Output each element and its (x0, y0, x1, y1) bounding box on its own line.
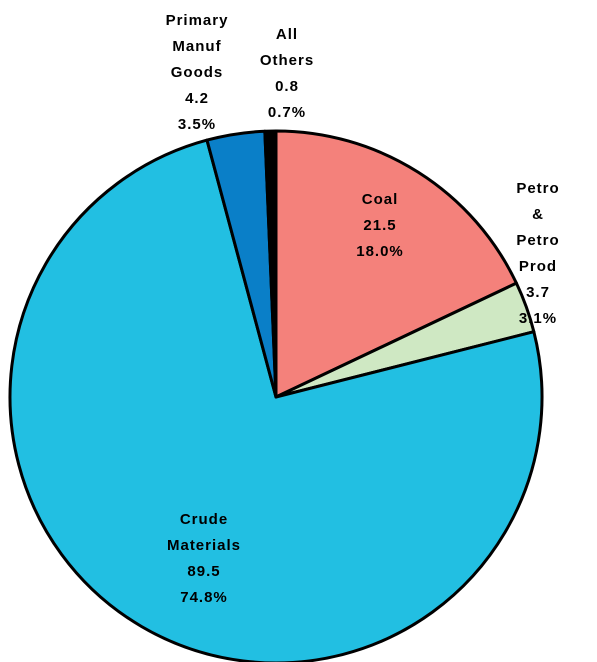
value-label: 3.7 (526, 284, 550, 301)
percent-label: 18.0% (356, 243, 404, 260)
slice-label: All Others 0.8 0.7% (260, 22, 314, 126)
percent-label: 0.7% (267, 104, 307, 121)
slice-label: Coal 21.5 18.0% (356, 187, 404, 265)
value-label: 89.5 (187, 563, 221, 580)
category-label: All Others (259, 26, 315, 69)
category-label: Coal (361, 191, 399, 208)
percent-label: 3.1% (518, 310, 558, 327)
pie-slice (263, 129, 278, 399)
pie-slice (8, 138, 544, 662)
slice-label: Primary Manuf Goods 4.2 3.5% (166, 8, 229, 138)
value-label: 0.8 (275, 78, 299, 95)
slice-label: Petro & Petro Prod 3.7 3.1% (509, 176, 568, 332)
value-label: 21.5 (363, 217, 397, 234)
slice-label: Crude Materials 89.5 74.8% (167, 507, 241, 611)
category-label: Primary Manuf Goods (165, 12, 229, 81)
pie-slice (274, 129, 518, 399)
percent-label: 3.5% (177, 116, 217, 133)
category-label: Crude Materials (166, 511, 242, 554)
percent-label: 74.8% (180, 589, 228, 606)
value-label: 4.2 (185, 90, 209, 107)
category-label: Petro & Petro Prod (516, 180, 560, 275)
